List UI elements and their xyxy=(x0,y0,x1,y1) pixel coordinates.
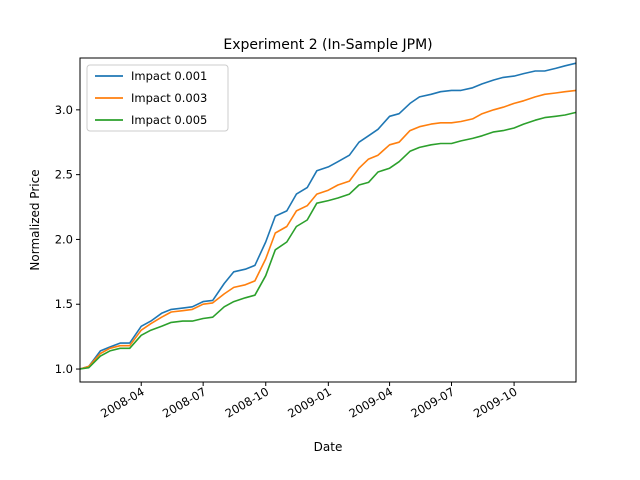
x-tick-label: 2009-04 xyxy=(346,384,395,420)
legend-box xyxy=(86,64,229,132)
y-tick-label: 1.5 xyxy=(55,297,73,311)
x-tick-label: 2009-10 xyxy=(471,384,520,420)
x-tick-label: 2008-04 xyxy=(98,384,147,420)
plot-lines xyxy=(79,62,577,370)
series-line-3 xyxy=(79,111,577,370)
legend-label: Impact 0.005 xyxy=(131,113,207,127)
legend-label: Impact 0.001 xyxy=(131,69,207,83)
y-tick-label: 2.0 xyxy=(55,232,73,246)
x-tick-label: 2009-01 xyxy=(285,384,334,420)
chart-title: Experiment 2 (In-Sample JPM) xyxy=(223,37,432,53)
y-axis-label: Normalized Price xyxy=(28,169,42,270)
y-tick-label: 2.5 xyxy=(55,168,73,182)
x-tick-label: 2008-10 xyxy=(223,384,272,420)
y-tick-label: 1.0 xyxy=(55,362,73,376)
series-line-2 xyxy=(79,89,577,370)
legend: Impact 0.001 Impact 0.003 Impact 0.005 xyxy=(86,64,229,132)
y-tick-label: 3.0 xyxy=(55,103,73,117)
x-axis: 2008-04 2008-07 2008-10 2009-01 2009-04 2009-… xyxy=(98,382,520,421)
x-axis-label: Date xyxy=(314,440,343,454)
legend-label: Impact 0.003 xyxy=(131,91,207,105)
y-axis: 1.0 1.5 2.0 2.5 3.0 xyxy=(55,103,80,376)
series-line-1 xyxy=(79,62,577,370)
x-tick-label: 2009-07 xyxy=(408,384,457,420)
x-tick-label: 2008-07 xyxy=(160,384,209,420)
